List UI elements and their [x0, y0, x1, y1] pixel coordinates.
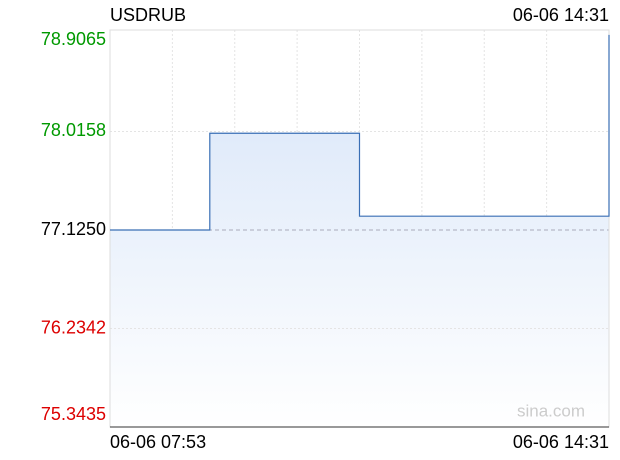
updated-time: 06-06 14:31 — [513, 5, 609, 25]
x-tick-label: 06-06 07:53 — [110, 432, 206, 452]
y-tick-label: 78.0158 — [41, 120, 106, 140]
watermark: sina.com — [517, 401, 585, 420]
x-tick-label: 06-06 14:31 — [513, 432, 609, 452]
y-tick-label: 76.2342 — [41, 317, 106, 337]
y-tick-label: 78.9065 — [41, 29, 106, 49]
y-tick-label: 77.1250 — [41, 219, 106, 239]
y-tick-label: 75.3435 — [41, 404, 106, 424]
chart-title: USDRUB — [110, 5, 186, 25]
area-fill — [110, 34, 609, 427]
price-line — [110, 34, 610, 231]
